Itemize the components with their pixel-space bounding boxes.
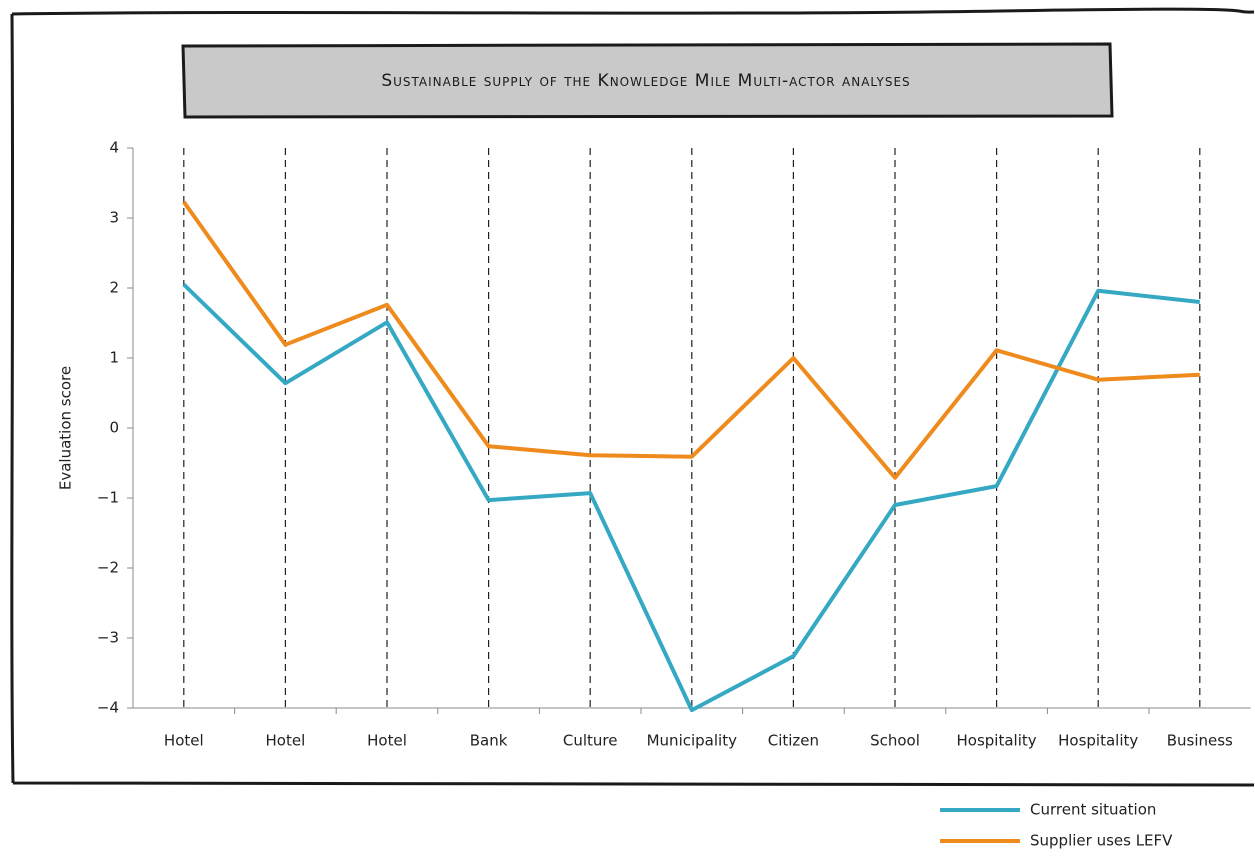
y-tick-label: 1: [109, 349, 119, 367]
x-tick-label: School: [870, 732, 920, 750]
x-tick-label: Hotel: [164, 732, 204, 750]
x-tick-label: Bank: [470, 732, 508, 750]
y-axis-label: Evaluation score: [57, 366, 75, 490]
legend-label: Current situation: [1030, 801, 1156, 819]
x-tick-label: Municipality: [647, 732, 737, 750]
y-tick-label: −2: [97, 559, 119, 577]
legend-label: Supplier uses LEFV: [1030, 832, 1173, 850]
chart-title: Sustainable supply of the Knowledge Mile…: [381, 71, 910, 91]
x-tick-label: Culture: [563, 732, 618, 750]
y-tick-label: −3: [97, 629, 119, 647]
x-tick-label: Hotel: [266, 732, 306, 750]
y-tick-label: −4: [97, 699, 119, 717]
x-tick-label: Hotel: [367, 732, 407, 750]
y-tick-label: 2: [109, 279, 119, 297]
x-tick-label: Hospitality: [957, 732, 1037, 750]
y-tick-label: −1: [97, 489, 119, 507]
y-tick-label: 0: [109, 419, 119, 437]
title-box: [181, 42, 1114, 119]
x-tick-label: Hospitality: [1058, 732, 1138, 750]
x-tick-label: Business: [1167, 732, 1233, 750]
y-tick-label: 4: [109, 139, 119, 157]
sketch-frame: [10, 7, 1255, 787]
series-line: [182, 200, 1200, 480]
series-line: [182, 283, 1201, 713]
x-tick-label: Citizen: [768, 732, 819, 750]
y-tick-label: 3: [109, 209, 119, 227]
